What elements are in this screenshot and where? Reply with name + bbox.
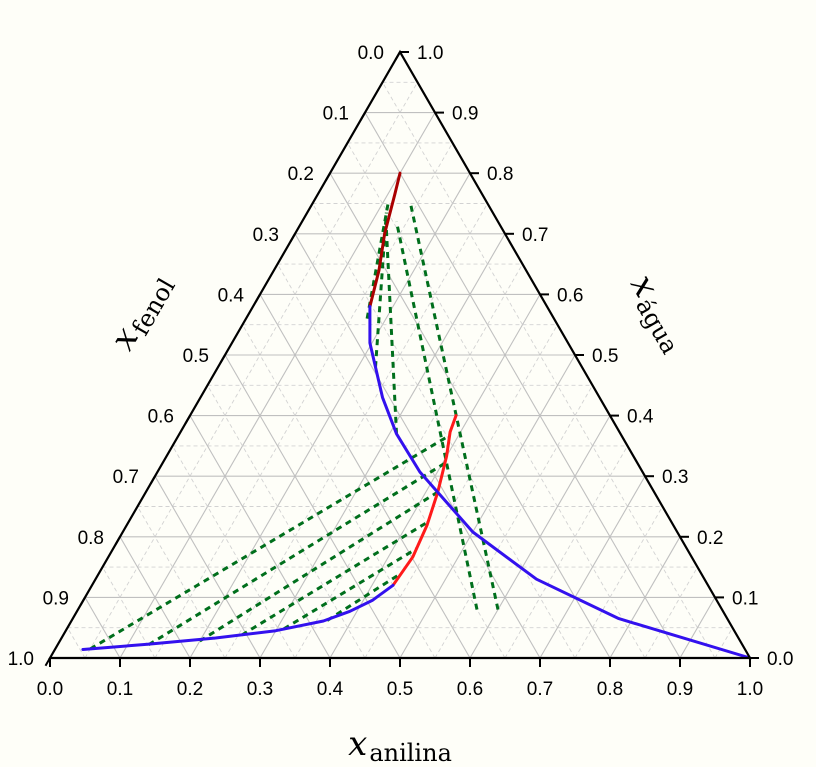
grid-line (242, 324, 436, 659)
axis-title-left: xfenol (103, 266, 181, 358)
tick-left (44, 657, 51, 667)
tick-label-left: 0.1 (323, 104, 349, 125)
tick-left (79, 596, 86, 606)
tick-left (324, 172, 331, 182)
grid-line (154, 475, 261, 659)
tie-line (326, 571, 403, 622)
grid-line (172, 445, 296, 659)
grid-line (644, 566, 698, 659)
tick-label-bottom: 0.9 (667, 679, 693, 700)
binodal-left-lower (81, 583, 395, 651)
grid-line (539, 475, 646, 659)
tick-label-left: 1.0 (8, 649, 34, 670)
grid-line (224, 203, 488, 659)
grid-line (434, 385, 593, 659)
tick-label-right: 0.1 (732, 588, 758, 609)
tie-line (395, 221, 479, 610)
tick-label-left: 0.2 (288, 164, 314, 185)
tick-label-right: 0.8 (487, 164, 513, 185)
tick-left (149, 475, 156, 485)
tick-label-left: 0.3 (253, 225, 279, 246)
tick-label-left: 0.7 (113, 467, 139, 488)
tick-label-bottom: 0.7 (527, 679, 553, 700)
grid-line (364, 324, 558, 659)
tick-labels: 0.0 0.0 0.0 0.1 0.1 0.1 0.2 0.2 0.2 0.3 0.3 0.3 0.4 0… (8, 43, 794, 700)
grid-line (574, 506, 663, 659)
tick-label-bottom: 0.8 (597, 679, 623, 700)
tick-label-left: 0.4 (218, 285, 245, 306)
tie-line (283, 547, 417, 631)
binodal-right-lower (368, 305, 752, 660)
grid-line (277, 263, 506, 659)
grid-line (609, 536, 681, 659)
tie-line (374, 212, 388, 368)
tick-label-bottom: 0.1 (107, 679, 133, 700)
tick-label-right: 0.7 (522, 225, 548, 246)
grid-line (679, 597, 716, 659)
grid-line (312, 203, 576, 659)
axis-title-bottom: xanilina (348, 724, 452, 767)
tick-label-right: 0.2 (697, 528, 723, 549)
tick-left (219, 354, 226, 364)
grid-line (399, 354, 576, 659)
grid-line (504, 445, 628, 659)
tick-label-left: 0.5 (183, 346, 209, 367)
tick-label-left: 0.0 (358, 43, 384, 64)
grid-line (67, 627, 86, 659)
tie-line (409, 203, 500, 610)
tick-label-left: 0.9 (43, 588, 69, 609)
grid-line (84, 82, 418, 659)
grid-line (154, 142, 453, 659)
grid-line (469, 415, 611, 659)
tie-line (147, 460, 448, 646)
grid-line (189, 415, 331, 659)
axis-title-right: xágua (619, 268, 697, 359)
tick-label-left: 0.8 (78, 528, 104, 549)
tick-label-bottom: 0.6 (457, 679, 483, 700)
tick-label-right: 0.6 (557, 285, 583, 306)
tick-label-right: 1.0 (417, 43, 443, 64)
tick-left (254, 293, 261, 303)
grid (67, 81, 733, 659)
tick-label-right: 0.5 (592, 346, 618, 367)
axes (44, 49, 759, 667)
tick-label-bottom: 0.0 (37, 679, 63, 700)
tick-left (114, 536, 121, 546)
binodal-curves (81, 171, 752, 660)
grid-line (207, 385, 366, 659)
grid-line (347, 142, 646, 659)
tick-label-bottom: 0.2 (177, 679, 203, 700)
tick-label-right: 0.9 (452, 104, 478, 125)
grid-line (119, 536, 191, 659)
tick-label-right: 0.4 (627, 407, 654, 428)
tick-label-bottom: 0.4 (317, 679, 344, 700)
tie-line (89, 435, 449, 651)
tick-label-left: 0.6 (148, 407, 174, 428)
tie-line (384, 221, 398, 434)
grid-line (224, 354, 401, 659)
tick-left (289, 233, 296, 243)
tick-label-bottom: 0.3 (247, 679, 273, 700)
tick-left (184, 415, 191, 424)
tick-label-right: 0.3 (662, 467, 688, 488)
tick-label-bottom: 0.5 (387, 679, 413, 700)
grid-line (382, 82, 716, 659)
tie-line (241, 520, 430, 637)
tick-label-bottom: 1.0 (737, 679, 763, 700)
tick-left (394, 51, 401, 61)
binodal-right-upper (368, 171, 402, 308)
grid-line (137, 506, 226, 659)
grid-line (714, 627, 733, 659)
tie-line (365, 203, 390, 319)
tick-label-right: 0.0 (767, 649, 793, 670)
tie-line (199, 490, 440, 643)
tie-lines (89, 203, 500, 651)
grid-line (294, 263, 523, 659)
tick-left (359, 112, 366, 121)
